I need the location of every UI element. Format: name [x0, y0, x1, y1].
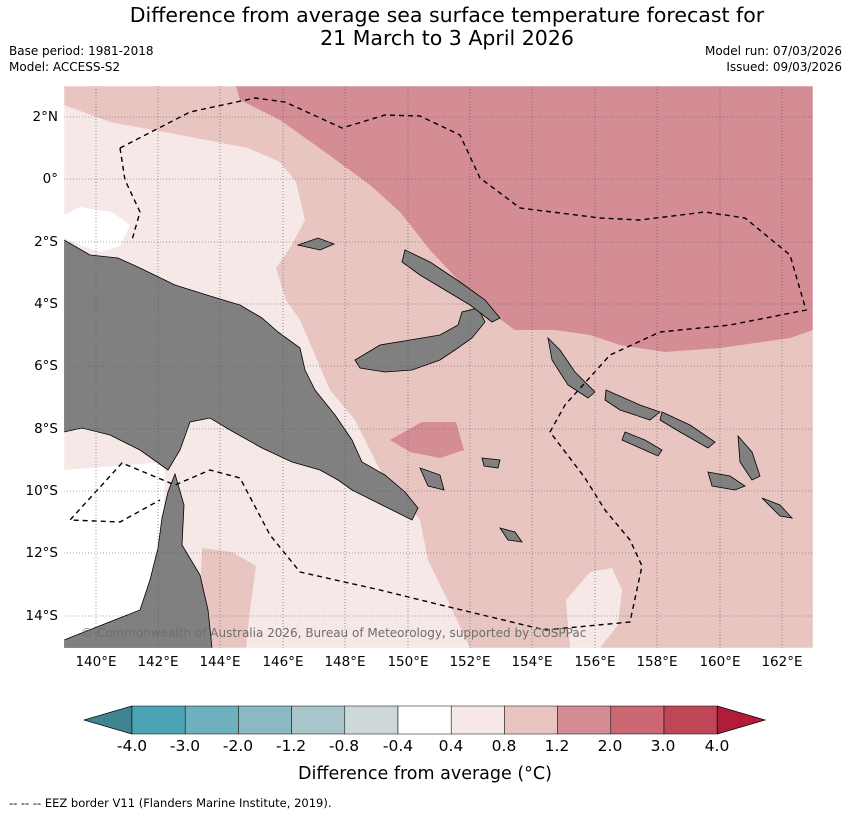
meta-left: Base period: 1981-2018 Model: ACCESS-S2 [9, 43, 154, 75]
eez-legend-note: -- -- -- EEZ border V11 (Flanders Marine… [9, 796, 332, 810]
lon-label-148e: 148°E [324, 654, 366, 670]
colorbar-tick-label: 0.4 [438, 737, 464, 755]
lat-label-0: 0° [42, 171, 58, 187]
lon-label-140e: 140°E [75, 654, 117, 670]
lat-label-4s: 4°S [34, 296, 58, 312]
trobriand-island-land [419, 467, 445, 491]
colorbar-segment [557, 705, 612, 735]
anomaly-band-1.2-2.0-patch [390, 422, 464, 458]
copyright-notice: © Commonwealth of Australia 2026, Bureau… [81, 626, 587, 640]
eez-border [68, 97, 807, 631]
bougainville-land [547, 336, 596, 399]
colorbar-segment [344, 705, 399, 735]
model-name: Model: ACCESS-S2 [9, 60, 121, 74]
colorbar-tick-label: 3.0 [650, 737, 676, 755]
lon-label-158e: 158°E [636, 654, 678, 670]
colorbar-tick-label: -2.0 [222, 737, 254, 755]
lon-label-150e: 150°E [387, 654, 429, 670]
lat-label-2n: 2°N [32, 109, 58, 125]
anomaly-band-gulf [200, 548, 256, 648]
colorbar-tick-label: -3.0 [169, 737, 201, 755]
colorbar-segment [291, 705, 346, 735]
colorbar-tick-label: -0.8 [328, 737, 360, 755]
lat-label-6s: 6°S [34, 358, 58, 374]
rossel-island-land [499, 527, 523, 543]
model-run: Model run: 07/03/2026 [704, 44, 842, 58]
lon-label-160e: 160°E [699, 654, 741, 670]
lat-label-8s: 8°S [34, 421, 58, 437]
anomaly-band-near-zero-south [64, 462, 165, 648]
santa-isabel-land [659, 411, 716, 449]
lon-label-154e: 154°E [511, 654, 553, 670]
colorbar-segment [610, 705, 665, 735]
colorbar-tick-label: -1.2 [275, 737, 307, 755]
choiseul-land [604, 389, 661, 421]
colorbar-extend-high [716, 705, 767, 735]
lon-label-156e: 156°E [574, 654, 616, 670]
lon-label-142e: 142°E [137, 654, 179, 670]
graticule [64, 86, 813, 648]
colorbar-tick-label: -4.0 [116, 737, 148, 755]
title-line-1: Difference from average sea surface temp… [129, 3, 765, 27]
new-guinea-land [64, 239, 419, 521]
eez-border-west [119, 147, 141, 241]
issued-date: Issued: 09/03/2026 [726, 60, 842, 74]
colorbar-tick-label: 4.0 [704, 737, 730, 755]
colorbar [82, 705, 767, 735]
manus-island-land [296, 237, 336, 251]
colorbar-segment [663, 705, 718, 735]
malaita-land [737, 434, 761, 481]
new-georgia-land [621, 431, 663, 457]
makira-land [761, 497, 794, 519]
colorbar-segment [504, 705, 558, 735]
map-title: Difference from average sea surface temp… [0, 4, 850, 50]
map-body [64, 86, 813, 648]
title-line-2: 21 March to 3 April 2026 [320, 26, 574, 50]
colorbar-tick-label: 1.2 [544, 737, 570, 755]
base-period: Base period: 1981-2018 [9, 44, 154, 58]
lat-label-12s: 12°S [25, 545, 59, 561]
colorbar-segment [450, 705, 505, 735]
anomaly-band-near-zero [64, 207, 130, 252]
woodlark-island-land [481, 457, 501, 469]
lon-label-146e: 146°E [262, 654, 304, 670]
lon-label-144e: 144°E [199, 654, 241, 670]
colorbar-extend-low [82, 705, 133, 735]
lon-label-152e: 152°E [449, 654, 491, 670]
colorbar-tick-label: -0.4 [382, 737, 414, 755]
lat-label-2s: 2°S [34, 234, 58, 250]
lat-label-10s: 10°S [25, 483, 59, 499]
colorbar-segment [238, 705, 292, 735]
lat-label-14s: 14°S [25, 608, 59, 624]
colorbar-title: Difference from average (°C) [298, 764, 552, 784]
meta-right: Model run: 07/03/2026 Issued: 09/03/2026 [705, 43, 842, 75]
colorbar-segment [184, 705, 239, 735]
guadalcanal-land [707, 471, 746, 491]
new-britain-land [354, 307, 486, 373]
colorbar-segment [131, 705, 186, 735]
colorbar-tick-label: 2.0 [597, 737, 623, 755]
anomaly-band-0.4-0.8-east [566, 568, 622, 648]
anomaly-band-1.2-2.0-north [236, 86, 813, 352]
colorbar-segment [397, 705, 452, 735]
lon-label-162e: 162°E [761, 654, 803, 670]
colorbar-tick-label: 0.8 [491, 737, 517, 755]
map-frame [63, 85, 814, 649]
